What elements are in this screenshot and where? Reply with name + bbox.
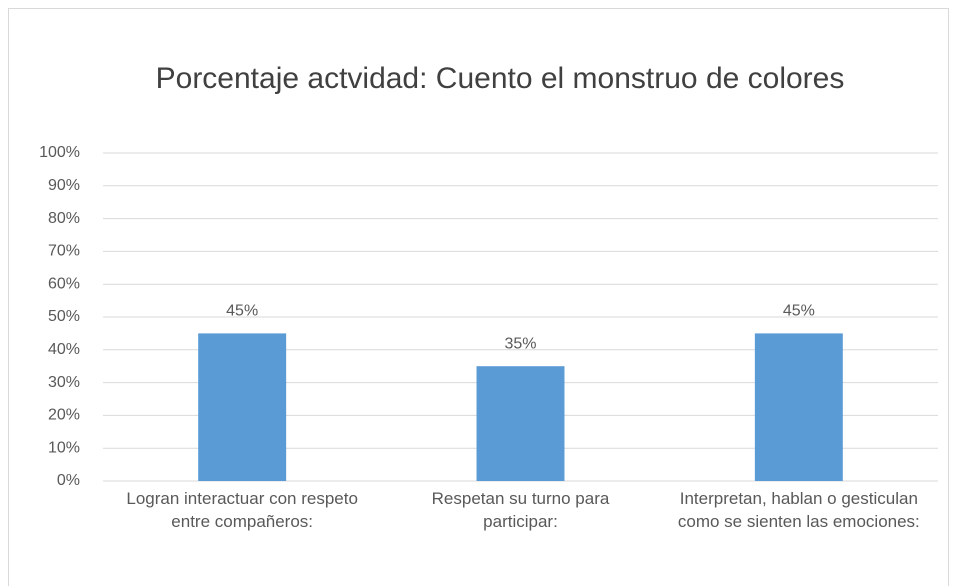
data-label: 45% <box>226 303 258 320</box>
y-tick-label: 40% <box>48 341 80 358</box>
x-tick-label: Respetan su turno para participar: <box>431 489 610 531</box>
y-tick-label: 80% <box>48 210 80 227</box>
chart-frame <box>8 8 949 586</box>
y-tick-label: 90% <box>48 177 80 194</box>
bar <box>476 366 565 481</box>
bar <box>754 333 843 481</box>
y-tick-label: 10% <box>48 439 80 456</box>
chart-title: Porcentaje actvidad: Cuento el monstruo … <box>155 62 845 95</box>
data-label: 35% <box>504 335 536 352</box>
y-tick-label: 70% <box>48 243 80 260</box>
y-tick-label: 20% <box>48 407 80 424</box>
y-tick-label: 60% <box>48 275 80 292</box>
x-tick-label: Interpretan, hablan o gesticulan como se… <box>677 489 920 531</box>
y-tick-label: 30% <box>48 374 80 391</box>
y-tick-label: 0% <box>57 472 80 489</box>
bar <box>198 333 287 481</box>
y-tick-label: 100% <box>39 144 80 161</box>
x-tick-label: Logran interactuar con respeto entre com… <box>126 489 358 531</box>
y-tick-label: 50% <box>48 308 80 325</box>
data-label: 45% <box>783 303 815 320</box>
